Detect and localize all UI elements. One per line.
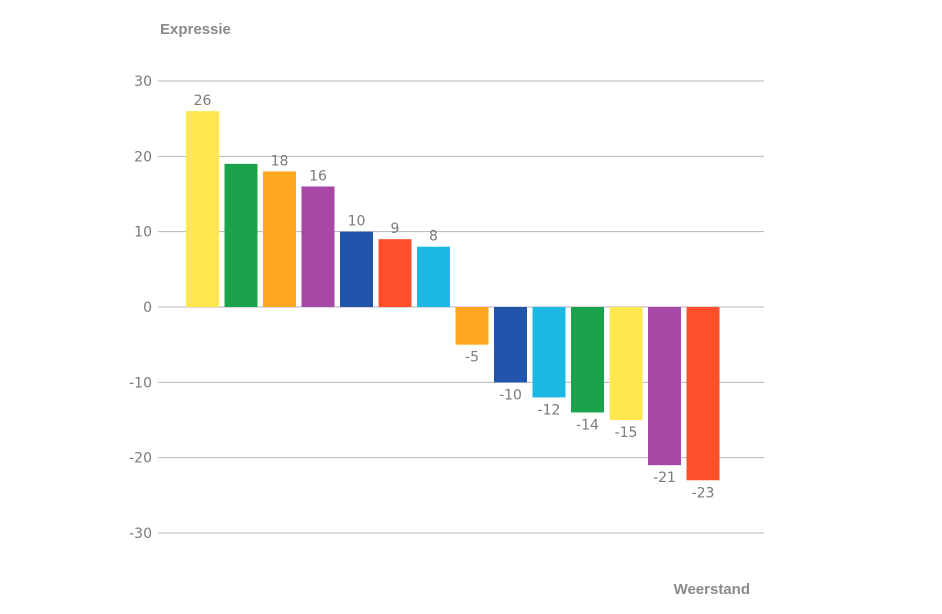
data-label: -12 bbox=[538, 402, 561, 418]
data-label: -14 bbox=[576, 417, 599, 433]
gridlines bbox=[158, 80, 764, 534]
bar bbox=[340, 231, 373, 307]
data-label: -15 bbox=[615, 425, 638, 441]
x-axis-label: Weerstand bbox=[674, 581, 750, 598]
data-label: 26 bbox=[194, 93, 212, 109]
y-tick-label: 20 bbox=[134, 149, 152, 165]
y-tick-labels: 30 20 10 0 -10 -20 -30 bbox=[129, 74, 152, 542]
y-tick-label: 30 bbox=[134, 74, 152, 90]
bar bbox=[263, 171, 296, 307]
data-label: -10 bbox=[499, 387, 522, 403]
y-tick-label: 10 bbox=[134, 225, 152, 241]
bar bbox=[417, 246, 450, 307]
data-label: -5 bbox=[465, 350, 479, 366]
bar bbox=[532, 307, 566, 398]
data-label: 8 bbox=[429, 229, 438, 245]
bar bbox=[224, 163, 258, 307]
bar bbox=[648, 307, 681, 466]
data-label: 9 bbox=[391, 221, 400, 237]
data-label: -23 bbox=[692, 485, 715, 501]
bar bbox=[571, 307, 604, 413]
bar bbox=[494, 307, 527, 383]
y-axis-label: Expressie bbox=[160, 21, 231, 38]
y-tick-label: 0 bbox=[143, 300, 152, 316]
data-label: 16 bbox=[309, 168, 327, 184]
bar bbox=[301, 186, 335, 307]
y-tick-label: -20 bbox=[129, 451, 152, 467]
bar bbox=[186, 111, 219, 307]
y-tick-label: -30 bbox=[129, 526, 152, 542]
y-tick-label: -10 bbox=[129, 375, 152, 391]
bar bbox=[609, 307, 643, 420]
data-label: -21 bbox=[653, 470, 676, 486]
bar bbox=[455, 307, 489, 345]
bar bbox=[378, 239, 412, 307]
data-label: 18 bbox=[271, 153, 289, 169]
data-label: 10 bbox=[348, 214, 366, 230]
bars bbox=[186, 111, 720, 481]
data-labels: 26 18 16 10 9 8 -5 -10 -12 -14 -15 -21 -23 bbox=[194, 93, 715, 501]
bar bbox=[686, 307, 720, 481]
